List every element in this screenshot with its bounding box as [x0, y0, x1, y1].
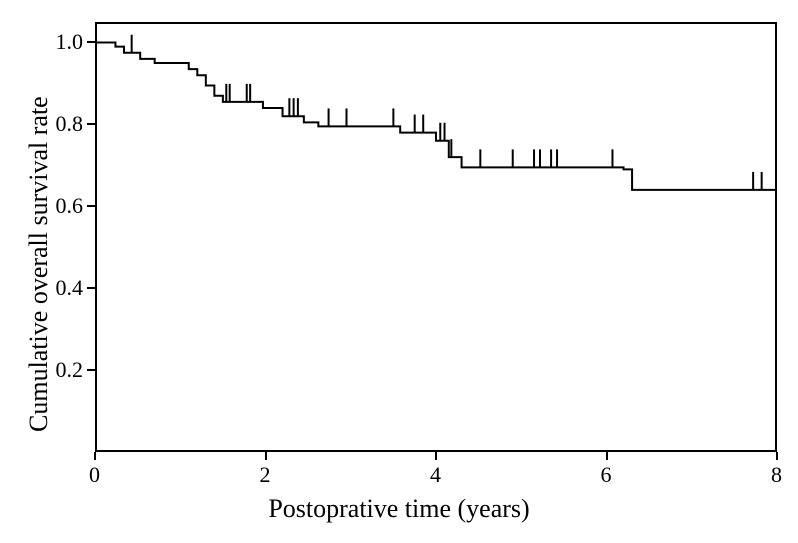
y-tick-label: 1.0 [56, 29, 84, 55]
x-tick [606, 452, 608, 460]
y-tick [87, 123, 95, 125]
survival-curve [0, 0, 798, 543]
x-tick [94, 452, 96, 460]
y-axis-title: Cumulative overall survival rate [24, 96, 54, 432]
x-tick-label: 8 [771, 462, 782, 488]
x-tick [265, 452, 267, 460]
y-tick [87, 287, 95, 289]
x-tick [776, 452, 778, 460]
survival-step-line [95, 42, 777, 189]
x-axis-title: Postoprative time (years) [0, 494, 798, 524]
y-tick [87, 205, 95, 207]
y-tick-label: 0.2 [56, 357, 84, 383]
y-tick [87, 41, 95, 43]
x-tick-label: 0 [89, 462, 100, 488]
x-tick-label: 6 [601, 462, 612, 488]
x-tick [435, 452, 437, 460]
km-survival-chart: Cumulative overall survival rate Postopr… [0, 0, 798, 543]
x-tick-label: 2 [260, 462, 271, 488]
y-tick [87, 369, 95, 371]
y-tick-label: 0.8 [56, 111, 84, 137]
x-tick-label: 4 [430, 462, 441, 488]
y-tick-label: 0.4 [56, 275, 84, 301]
y-tick-label: 0.6 [56, 193, 84, 219]
